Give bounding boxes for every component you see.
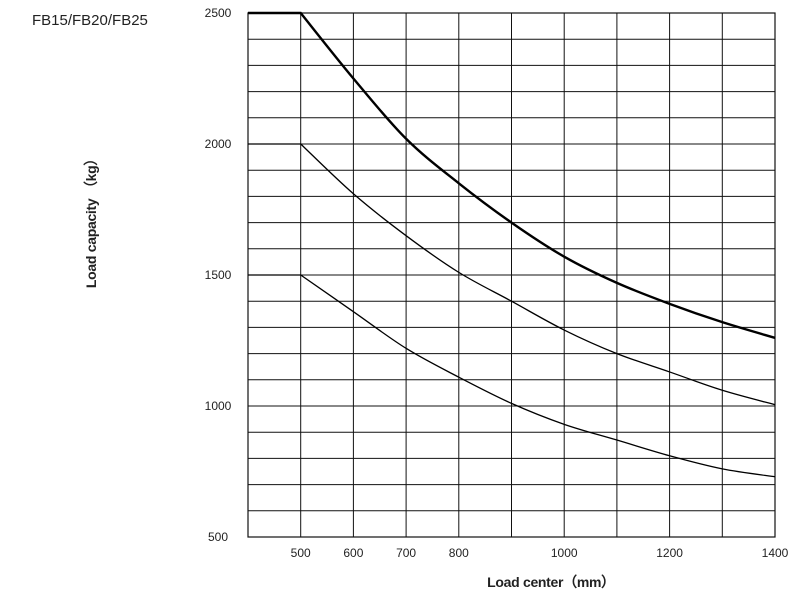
series-group [248,11,776,478]
tick-labels: 500 1000 1500 2000 2500 500 600 700 800 1000 1200 1… [205,6,789,560]
x-tick-label: 1400 [762,546,789,560]
series-line-3 [248,274,776,478]
y-tick-label: 1500 [205,268,232,282]
y-tick-label: 1000 [205,399,232,413]
y-tick-label: 500 [208,530,228,544]
x-tick-label: 600 [343,546,363,560]
y-tick-label: 2000 [205,137,232,151]
x-axis-label: Load center（mm） [487,574,615,590]
x-tick-label: 800 [449,546,469,560]
grid [247,12,776,538]
chart-title: FB15/FB20/FB25 [32,12,148,29]
x-tick-label: 500 [291,546,311,560]
x-tick-label: 1200 [656,546,683,560]
y-tick-label: 2500 [205,6,232,20]
x-tick-label: 1000 [551,546,578,560]
series-line-1 [248,11,776,340]
x-tick-label: 700 [396,546,416,560]
series-line-2 [248,143,776,406]
